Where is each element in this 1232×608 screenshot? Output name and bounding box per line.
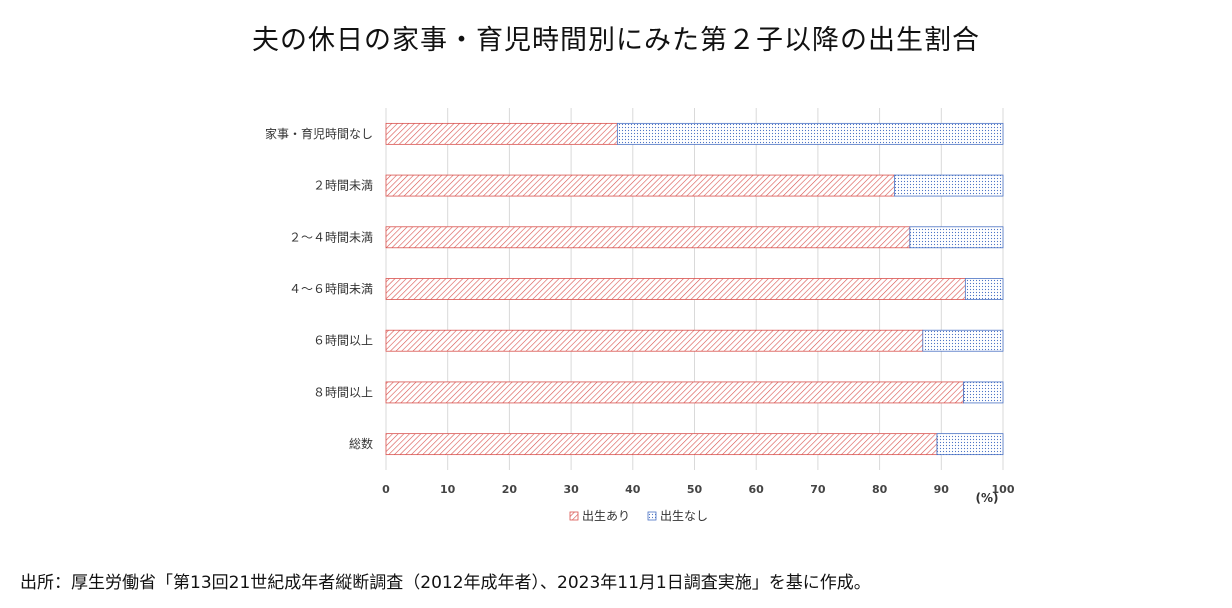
x-tick-label: 60 — [749, 483, 765, 496]
bar-segment — [385, 381, 964, 404]
legend-swatch — [647, 511, 657, 521]
bar-segment — [616, 122, 1004, 145]
source-note: 出所：厚生労働省「第13回21世紀成年者縦断調査（2012年成年者）、2023年… — [20, 573, 871, 593]
category-label: 家事・育児時間なし — [265, 126, 373, 141]
bar-segment — [385, 226, 911, 249]
bar-segment — [385, 329, 924, 352]
bar-segment — [385, 174, 895, 197]
chart-title: 夫の休日の家事・育児時間別にみた第２子以降の出生割合 — [252, 25, 980, 56]
x-tick-label: 0 — [382, 483, 390, 496]
bar-segment — [385, 122, 618, 145]
x-tick-label: 80 — [872, 483, 888, 496]
category-label: 総数 — [349, 436, 373, 451]
x-tick-label: 20 — [502, 483, 518, 496]
legend-swatch — [569, 511, 579, 521]
category-label: ４～６時間未満 — [289, 282, 373, 296]
category-label: ６時間以上 — [313, 334, 373, 348]
x-tick-label: 50 — [687, 483, 703, 496]
x-tick-label: 70 — [810, 483, 826, 496]
bar-segment — [894, 174, 1004, 197]
x-tick-label: 30 — [563, 483, 579, 496]
bar-segment — [936, 433, 1004, 456]
x-tick-label: 10 — [440, 483, 456, 496]
x-tick-labels: 0 10 20 30 40 50 60 70 80 90 100 — [382, 483, 1015, 496]
category-label: ２～４時間未満 — [289, 230, 373, 244]
x-unit-label: (%) — [976, 491, 999, 505]
category-label: ２時間未満 — [313, 179, 373, 193]
legend: 出生あり 出生なし — [569, 509, 708, 523]
category-label: ８時間以上 — [313, 385, 373, 399]
bar-segment — [385, 278, 966, 300]
chart-area: 家事・育児時間なし ２時間未満 ２～４時間未満 ４～６時間未満 ６時間以上 ８時間以上総数… — [265, 108, 1015, 523]
bar-segment — [964, 278, 1004, 300]
x-tick-label: 90 — [934, 483, 950, 496]
legend-label: 出生あり — [582, 509, 630, 523]
bar-segment — [385, 433, 938, 456]
bar-segment — [922, 329, 1004, 352]
bars — [385, 122, 1004, 456]
x-tick-label: 40 — [625, 483, 641, 496]
bar-segment — [963, 381, 1004, 404]
x-tick-label: 100 — [992, 483, 1015, 496]
legend-label: 出生なし — [660, 509, 708, 523]
bar-segment — [909, 226, 1004, 249]
